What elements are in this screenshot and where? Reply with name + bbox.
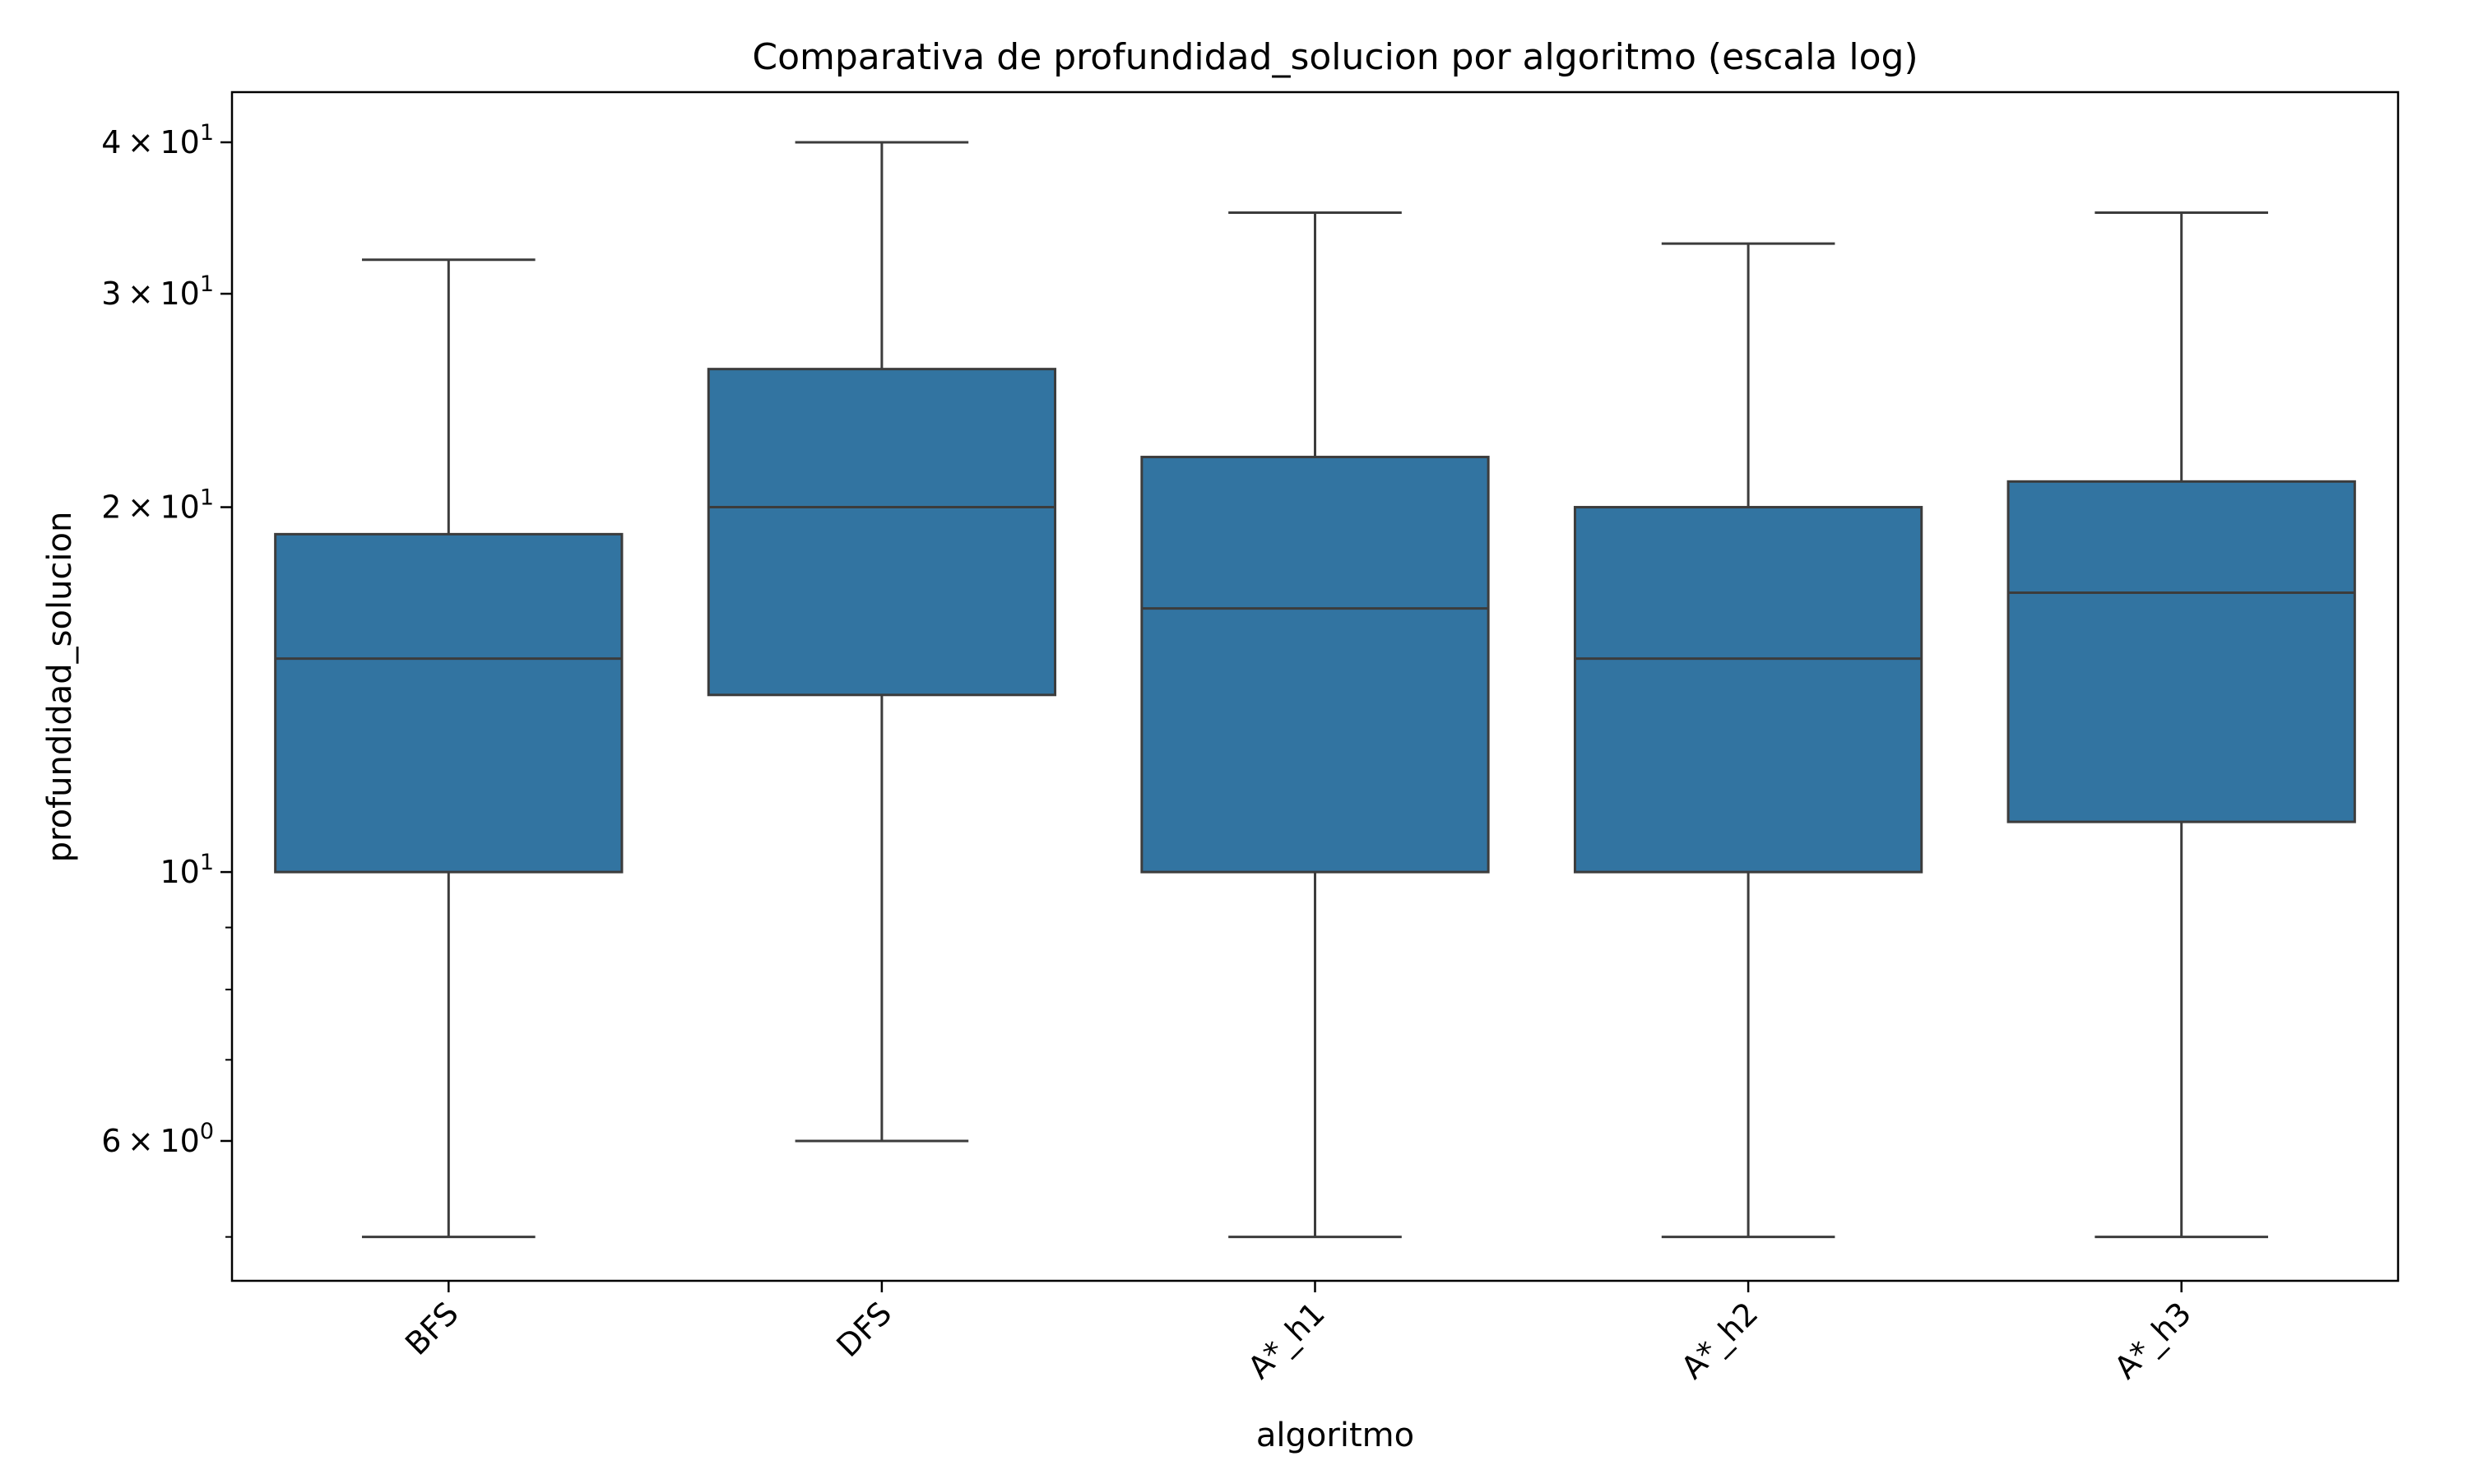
y-tick-label: 2 × 101 [101, 485, 214, 526]
box-group-5: A*_h3 [2006, 211, 2356, 1386]
y-tick-label: 4 × 101 [101, 120, 214, 160]
x-tick-label: BFS [398, 1295, 466, 1362]
iqr-box [274, 532, 624, 874]
iqr-box [2006, 480, 2356, 823]
box-group-3: A*_h1 [1140, 211, 1490, 1386]
iqr-box [1573, 506, 1923, 874]
plot-frame [230, 90, 2400, 1282]
y-tick-label: 6 × 100 [101, 1119, 214, 1159]
x-tick-label: A*_h1 [1241, 1295, 1331, 1385]
y-tick-label: 3 × 101 [101, 271, 214, 312]
x-tick-label: DFS [829, 1295, 898, 1364]
x-tick-label: A*_h3 [2108, 1295, 2198, 1385]
x-axis-label: algoritmo [1256, 1417, 1414, 1454]
x-tick-label: A*_h2 [1674, 1295, 1765, 1385]
box-group-1: BFS [274, 258, 624, 1362]
iqr-box [1140, 456, 1490, 874]
chart-title: Comparativa de profundidad_solucion por … [752, 36, 1918, 78]
y-tick-label: 101 [160, 850, 214, 890]
y-axis-label: profundidad_solucion [41, 512, 79, 863]
plot-area: BFS DFS A*_h1 A*_h2 A*_h3 6 × 100 101 2 × 101 3 … [101, 90, 2400, 1386]
box-group-4: A*_h2 [1573, 242, 1923, 1386]
box-group-2: DFS [707, 141, 1057, 1364]
iqr-box [707, 368, 1057, 697]
